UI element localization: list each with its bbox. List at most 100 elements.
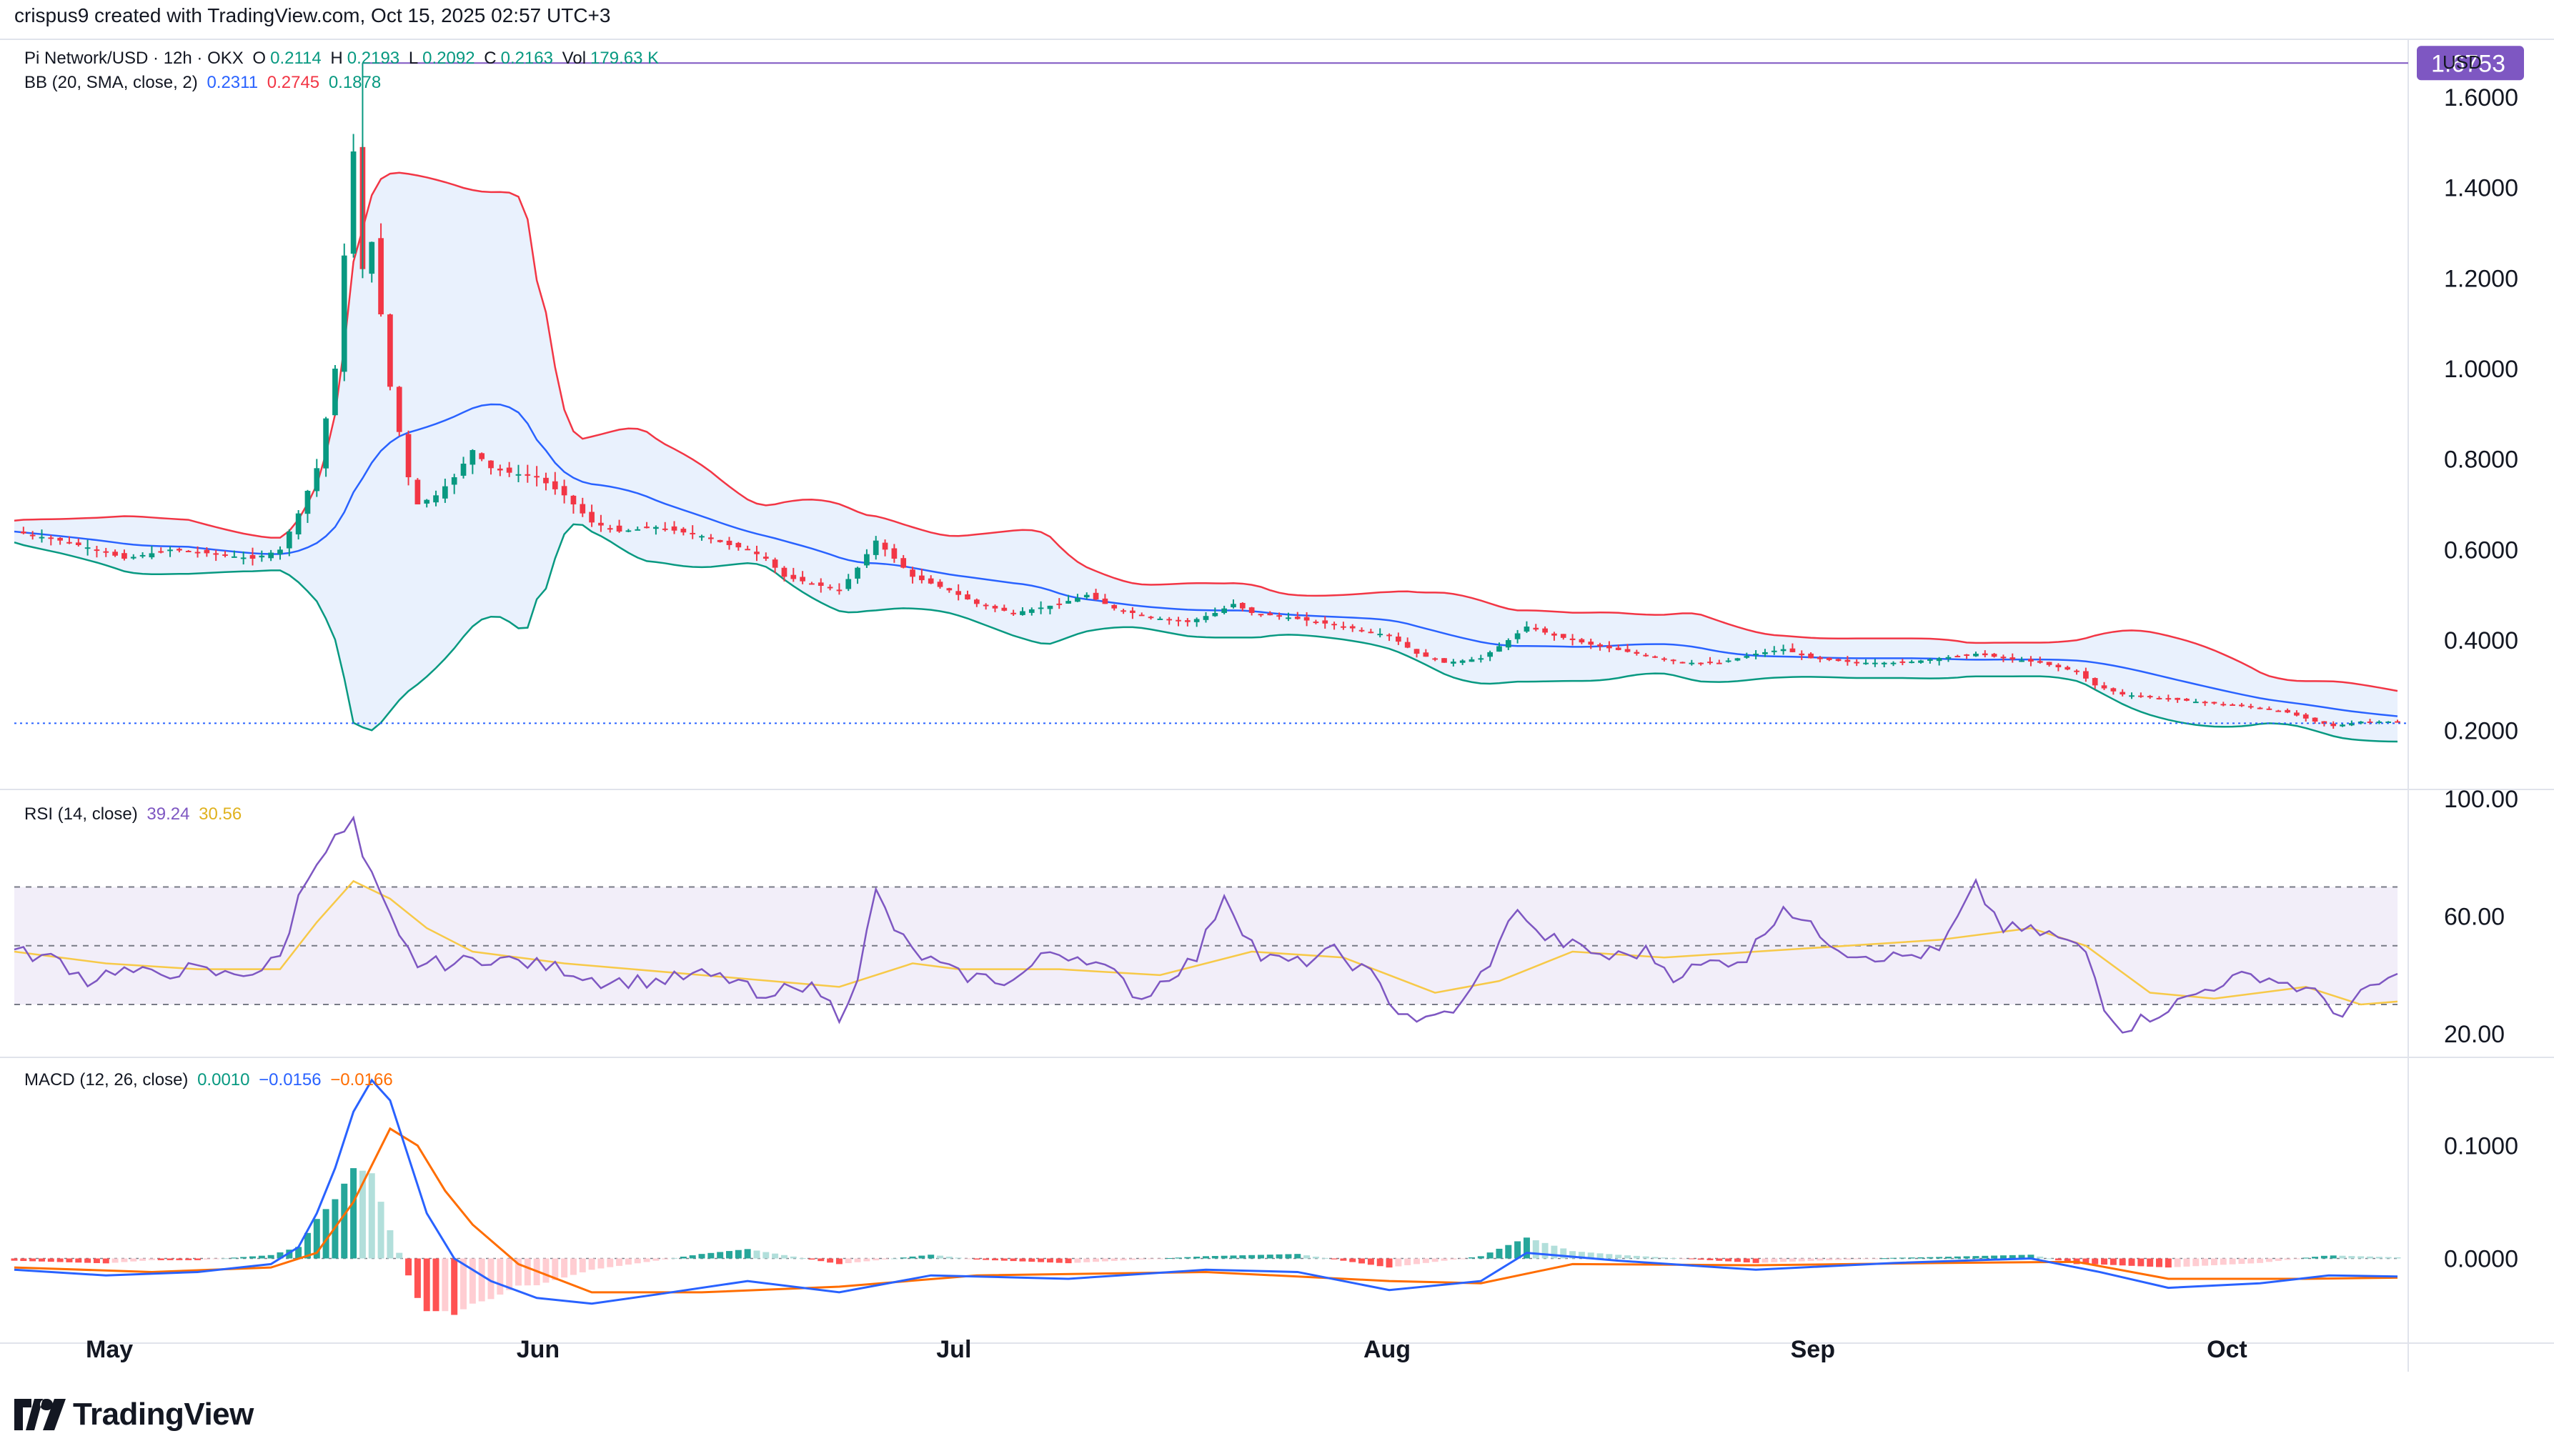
macd-pane[interactable]: [11, 1078, 2401, 1315]
price-axis[interactable]: 1.6000 1.4000 1.2000 1.0000 0.8000 0.6000 0.40…: [2417, 46, 2524, 1273]
bb-basis-line: [14, 403, 2398, 717]
macd-histogram-bar: [1422, 1258, 1429, 1263]
macd-histogram-bar: [350, 1168, 357, 1259]
macd-histogram-bar: [2348, 1256, 2355, 1259]
candle: [707, 537, 714, 539]
candle: [680, 529, 687, 533]
candle: [1286, 617, 1291, 619]
candle: [1505, 640, 1511, 648]
macd-histogram-bar: [1844, 1258, 1851, 1260]
candle: [1670, 659, 1676, 662]
candle: [1679, 662, 1686, 664]
candle: [194, 552, 201, 554]
macd-histogram-bar: [1129, 1258, 1136, 1260]
candle: [1322, 620, 1328, 624]
macd-label[interactable]: MACD (12, 26, close): [24, 1070, 189, 1089]
macd-histogram-bar: [66, 1258, 73, 1262]
candle: [955, 591, 962, 595]
macd-histogram-bar: [148, 1258, 155, 1260]
candle: [204, 549, 210, 554]
macd-histogram-bar: [744, 1249, 751, 1259]
candle: [1267, 613, 1273, 616]
macd-histogram-bar: [1074, 1258, 1081, 1263]
candle: [1909, 662, 1915, 664]
candle: [442, 486, 448, 499]
macd-histogram-bar: [2293, 1258, 2300, 1260]
macd-histogram-bar: [1486, 1252, 1494, 1259]
candle: [2064, 667, 2071, 670]
candle: [1808, 653, 1814, 659]
macd-histogram-bar: [2275, 1258, 2282, 1261]
macd-histogram-bar: [1248, 1255, 1256, 1259]
price-tick-label: 1.0000: [2444, 356, 2518, 383]
macd-histogram-bar: [808, 1258, 815, 1260]
candle: [1689, 662, 1695, 664]
macd-histogram-bar: [524, 1258, 531, 1286]
macd-histogram-bar: [1954, 1256, 1961, 1259]
macd-histogram-bar: [1211, 1256, 1218, 1259]
candle: [1927, 659, 1933, 661]
time-axis[interactable]: May Jun Jul Aug Sep Oct: [86, 1336, 2247, 1363]
candle: [1157, 618, 1163, 620]
candle: [1386, 634, 1392, 637]
macd-histogram-bar: [222, 1258, 229, 1260]
macd-histogram-bar: [212, 1258, 219, 1260]
macd-histogram-bar: [1872, 1258, 1879, 1260]
macd-histogram-bar: [11, 1258, 18, 1261]
candle: [1130, 610, 1136, 613]
tradingview-logo[interactable]: TradingView: [14, 1397, 254, 1432]
macd-histogram-bar: [1624, 1255, 1631, 1259]
candle: [1303, 617, 1310, 621]
candle: [130, 557, 136, 559]
bb-lower-value: 0.1878: [328, 73, 382, 92]
candle: [2110, 688, 2117, 692]
candle: [1239, 602, 1246, 609]
rsi-pane[interactable]: [14, 815, 2398, 1034]
macd-histogram-bar: [497, 1258, 504, 1295]
candle: [1579, 639, 1585, 643]
candle: [781, 567, 787, 577]
macd-histogram-bar: [2147, 1258, 2154, 1267]
symbol-label[interactable]: Pi Network/USD · 12h · OKX: [24, 49, 244, 68]
macd-histogram-bar: [1752, 1258, 1759, 1263]
macd-histogram-bar: [863, 1258, 870, 1262]
macd-histogram-bar: [102, 1258, 109, 1264]
candle: [20, 532, 26, 534]
macd-histogram-bar: [1762, 1258, 1769, 1263]
macd-histogram-bar: [1184, 1257, 1191, 1259]
candle: [469, 450, 476, 465]
candle: [873, 540, 879, 555]
candle: [350, 151, 357, 254]
candle: [1588, 642, 1594, 645]
macd-histogram-bar: [487, 1258, 495, 1300]
candle: [1514, 633, 1521, 639]
macd-histogram-bar: [295, 1247, 302, 1259]
macd-histogram-bar: [341, 1183, 348, 1259]
macd-histogram-bar: [2101, 1258, 2108, 1265]
candle: [451, 477, 457, 485]
candle: [1248, 607, 1255, 613]
macd-histogram-bar: [1358, 1258, 1366, 1264]
candle: [231, 556, 237, 558]
bb-label[interactable]: BB (20, SMA, close, 2): [24, 73, 198, 92]
macd-histogram-bar: [753, 1250, 760, 1259]
candle: [1176, 619, 1181, 622]
candle: [304, 491, 311, 514]
candle: [735, 542, 742, 548]
bb-legend: BB (20, SMA, close, 2) 0.2311 0.2745 0.1…: [24, 73, 385, 93]
rsi-label[interactable]: RSI (14, close): [24, 804, 138, 824]
macd-tick-label: 0.1000: [2444, 1133, 2518, 1160]
candle: [882, 542, 888, 550]
macd-histogram-bar: [2165, 1258, 2172, 1268]
candle: [66, 542, 72, 544]
candle: [167, 549, 173, 552]
close-value: 0.2163: [500, 49, 553, 68]
macd-histogram-bar: [780, 1255, 787, 1259]
low-value: 0.2092: [422, 49, 475, 68]
brand-name: TradingView: [73, 1397, 254, 1432]
macd-histogram-bar: [698, 1254, 705, 1259]
currency-label[interactable]: USD: [2443, 51, 2482, 73]
candle: [1698, 662, 1704, 664]
price-pane[interactable]: [14, 62, 2408, 743]
